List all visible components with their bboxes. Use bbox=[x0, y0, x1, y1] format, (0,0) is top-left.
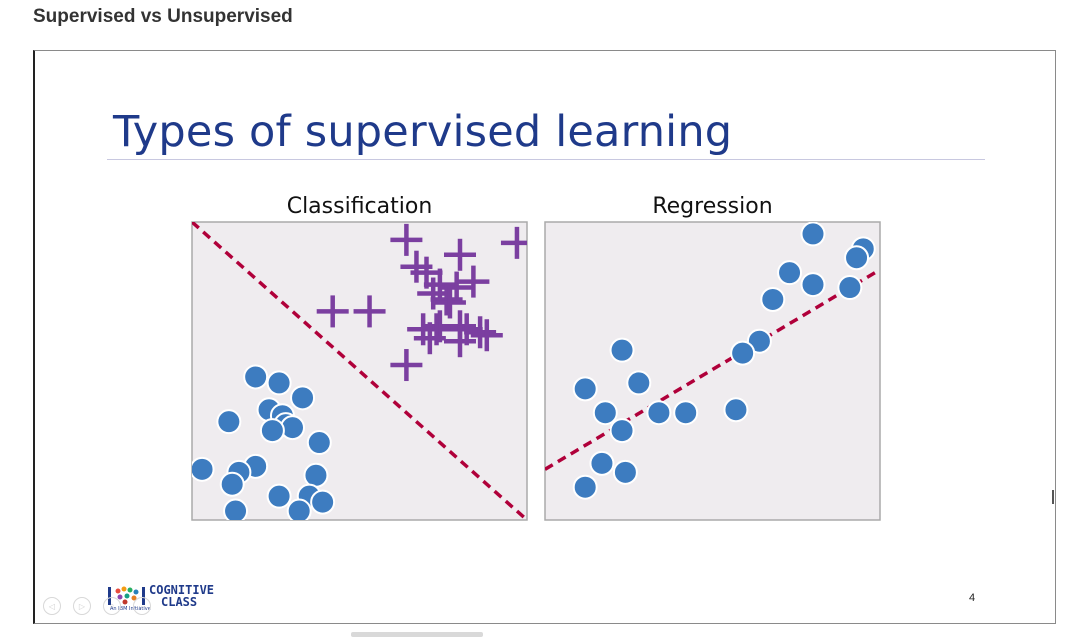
data-point-plus bbox=[353, 295, 386, 328]
data-point-circle bbox=[844, 245, 870, 271]
cognitive-class-logo: COGNITIVE CLASS An IBM Initiative bbox=[107, 583, 227, 615]
horizontal-scrollbar[interactable] bbox=[351, 632, 483, 637]
regression-chart: Regression bbox=[544, 194, 881, 521]
slide-frame: Types of supervised learning Classificat… bbox=[33, 50, 1056, 624]
data-point-plus bbox=[464, 316, 497, 349]
data-point-plus bbox=[500, 226, 527, 259]
page-title: Supervised vs Unsupervised bbox=[33, 6, 293, 27]
data-point-circle bbox=[589, 450, 615, 476]
data-point-plus bbox=[433, 286, 466, 319]
data-point-circle bbox=[290, 385, 316, 411]
data-point-circle bbox=[266, 370, 292, 396]
data-point-circle bbox=[303, 462, 329, 488]
data-point-circle bbox=[572, 376, 598, 402]
logo-icon bbox=[108, 586, 145, 605]
data-point-circle bbox=[837, 275, 863, 301]
data-point-plus bbox=[444, 325, 476, 358]
data-point-circle bbox=[216, 409, 242, 435]
regression-fit-line bbox=[545, 268, 880, 471]
logo-tagline: An IBM Initiative bbox=[110, 606, 151, 612]
data-point-circle bbox=[592, 400, 618, 426]
chart-title: Classification bbox=[287, 194, 433, 219]
data-point-circle bbox=[609, 418, 635, 444]
data-point-circle bbox=[777, 260, 803, 286]
data-point-plus bbox=[430, 283, 463, 316]
data-point-circle bbox=[800, 272, 826, 298]
chart-title: Regression bbox=[652, 194, 772, 219]
data-point-circle bbox=[192, 456, 215, 482]
data-point-circle bbox=[760, 286, 786, 312]
heading-rule bbox=[107, 159, 985, 160]
data-point-circle bbox=[673, 400, 699, 426]
data-point-circle bbox=[626, 370, 652, 396]
data-point-plus bbox=[316, 295, 349, 328]
previous-slide-button[interactable]: ◁ bbox=[43, 597, 61, 615]
data-point-plus bbox=[390, 223, 423, 256]
data-point-circle bbox=[612, 459, 638, 485]
data-point-circle bbox=[572, 474, 598, 500]
logo-line-2: CLASS bbox=[161, 595, 198, 609]
data-point-plus bbox=[413, 322, 446, 355]
zoom-button[interactable]: ⌕ bbox=[103, 597, 121, 615]
slide-charts: Classification Regression bbox=[191, 194, 881, 521]
plot-panel bbox=[544, 221, 881, 521]
data-point-circle bbox=[266, 483, 292, 509]
data-point-circle bbox=[800, 222, 826, 247]
classification-chart: Classification bbox=[191, 194, 528, 521]
data-point-circle bbox=[306, 430, 332, 456]
slide-heading: Types of supervised learning bbox=[113, 107, 733, 157]
data-point-circle bbox=[223, 498, 249, 520]
data-point-plus bbox=[470, 319, 503, 352]
slide-nav-controls: ◁ ▷ ⌕ ⋯ bbox=[43, 597, 151, 615]
slide-number: 4 bbox=[969, 592, 976, 604]
data-point-circle bbox=[730, 340, 756, 366]
data-point-circle bbox=[243, 364, 269, 390]
more-options-button[interactable]: ⋯ bbox=[133, 597, 151, 615]
data-point-plus bbox=[457, 265, 490, 298]
resize-handle[interactable] bbox=[1052, 490, 1054, 504]
data-point-circle bbox=[723, 397, 749, 423]
data-point-circle bbox=[609, 337, 635, 363]
data-point-circle bbox=[286, 498, 312, 520]
data-point-plus bbox=[390, 349, 423, 382]
data-point-circle bbox=[310, 489, 336, 515]
data-point-circle bbox=[746, 328, 772, 354]
data-point-circle bbox=[259, 418, 285, 444]
data-point-circle bbox=[219, 471, 245, 497]
logo-line-1: COGNITIVE bbox=[149, 583, 215, 597]
data-point-circle bbox=[646, 400, 672, 426]
next-slide-button[interactable]: ▷ bbox=[73, 597, 91, 615]
data-point-plus bbox=[417, 277, 450, 310]
data-point-plus bbox=[444, 238, 476, 271]
